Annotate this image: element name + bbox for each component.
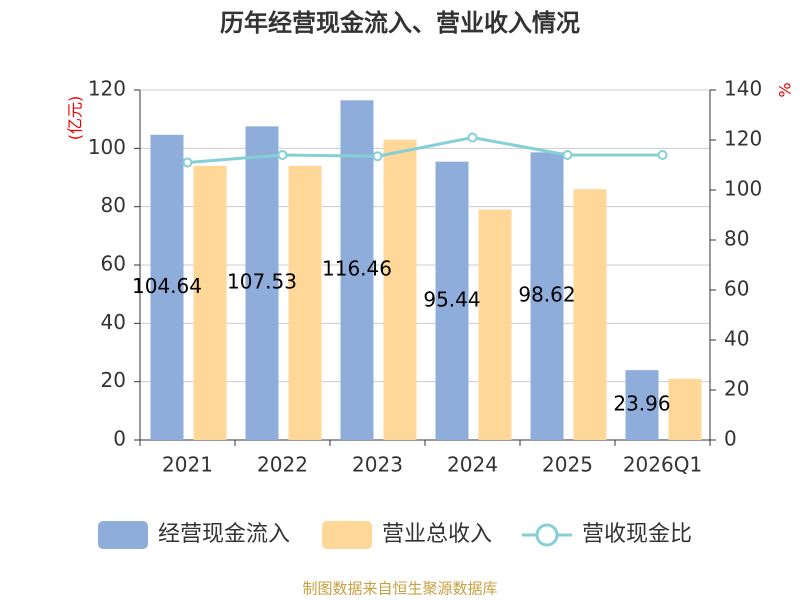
line-series [187,135,663,164]
line-point [562,150,573,160]
y2-tick-label: 140 [724,77,762,101]
legend-swatch [322,521,372,549]
legend-label: 营业总收入 [382,522,492,547]
data-label: 95.44 [423,287,480,311]
bar [530,152,564,440]
bar [150,134,184,441]
bar [288,165,322,441]
bar [668,378,702,440]
bar [478,209,512,440]
y2-tick-label: 20 [724,377,749,401]
x-tick-label: 2025 [542,453,593,477]
y2-axis-label: % [776,82,795,97]
bar [435,161,469,440]
y-tick-label: 40 [101,310,126,334]
line-point [372,151,383,162]
y2-tick-label: 100 [724,177,762,201]
x-tick-label: 2026Q1 [623,453,702,477]
bar [383,139,417,441]
legend-label: 经营现金流入 [158,522,290,547]
y2-tick-label: 0 [724,427,737,451]
y-tick-label: 80 [101,193,126,217]
line-point [277,150,288,160]
x-tick-label: 2021 [162,453,213,477]
y-tick-label: 0 [113,427,126,451]
line-point [182,157,193,168]
data-label: 23.96 [613,392,670,416]
line-point [467,132,478,143]
chart-title: 历年经营现金流入、营业收入情况 [220,9,580,37]
x-tick-label: 2024 [447,453,498,477]
y-tick-label: 20 [101,368,126,392]
bar [245,126,279,440]
data-label: 98.62 [518,283,575,307]
y-tick-label: 100 [88,135,126,159]
legend-swatch [98,521,148,549]
line-point [657,150,668,160]
y2-tick-label: 40 [724,327,749,351]
y2-tick-label: 60 [724,277,749,301]
bar [625,370,659,440]
x-tick-label: 2023 [352,453,403,477]
bar [573,189,607,440]
y2-tick-label: 120 [724,127,762,151]
y-tick-label: 120 [88,77,126,101]
bar [193,165,227,441]
legend-label: 营收现金比 [582,522,692,547]
x-tick-label: 2022 [257,453,308,477]
data-label: 116.46 [322,257,392,281]
y-tick-label: 60 [101,252,126,276]
source-note: 制图数据来自恒生聚源数据库 [302,580,497,598]
data-label: 107.53 [227,270,297,294]
y2-tick-label: 80 [724,227,749,251]
legend-swatch [535,523,559,547]
y-axis-label: (亿元) [66,96,85,141]
data-label: 104.64 [132,274,202,298]
